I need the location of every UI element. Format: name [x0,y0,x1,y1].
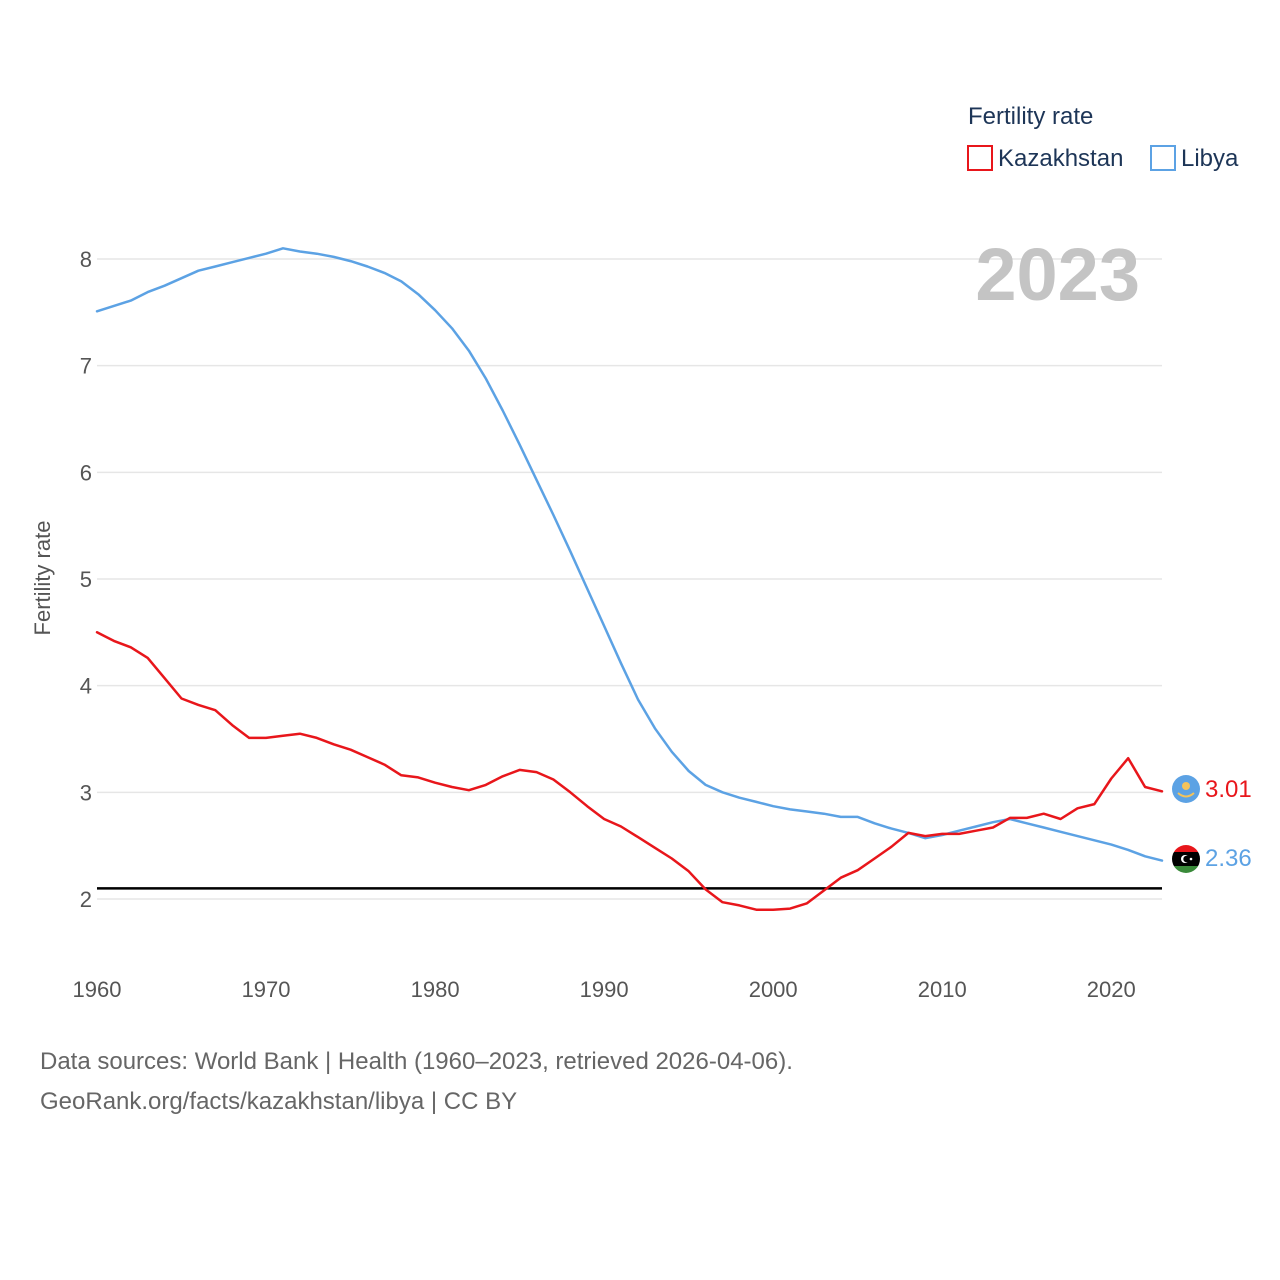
series-layer [95,247,1164,911]
legend: Fertility rate Kazakhstan Libya [967,103,1239,172]
y-tick-label-8: 8 [80,247,92,272]
fertility-rate-chart: 2 3 4 5 6 7 8 1960 1970 1980 1990 2000 2010 2020 Fer… [30,103,1252,1002]
gridlines [97,258,1162,900]
x-tick-label-1990: 1990 [580,977,629,1002]
source-link[interactable]: GeoRank.org/facts/kazakhstan/libya | CC … [40,1088,518,1115]
series-line-libya[interactable] [95,247,1164,862]
x-tick-label-1960: 1960 [73,977,122,1002]
legend-swatch-kazakhstan[interactable] [967,145,993,171]
y-tick-label-7: 7 [80,354,92,379]
legend-swatch-libya[interactable] [1150,145,1176,171]
libya-flag-icon [1172,845,1200,873]
series-line-kazakhstan[interactable] [95,631,1164,911]
legend-title: Fertility rate [968,103,1093,130]
y-axis-title: Fertility rate [30,521,55,636]
x-tick-label-1970: 1970 [242,977,291,1002]
y-tick-label-6: 6 [80,460,92,485]
y-tick-label-3: 3 [80,780,92,805]
x-tick-label-1980: 1980 [411,977,460,1002]
year-label: 2023 [975,233,1140,316]
x-tick-label-2020: 2020 [1087,977,1136,1002]
kazakhstan-flag-icon [1172,775,1200,803]
y-tick-label-2: 2 [80,887,92,912]
legend-label-libya[interactable]: Libya [1181,145,1239,172]
legend-label-kazakhstan[interactable]: Kazakhstan [998,145,1123,172]
data-source-text: Data sources: World Bank | Health (1960–… [40,1048,793,1075]
y-tick-label-4: 4 [80,674,92,699]
y-axis-ticks: 2 3 4 5 6 7 8 [80,247,92,912]
libya-end-label: 2.36 [1205,845,1252,872]
x-tick-label-2010: 2010 [918,977,967,1002]
footer: Data sources: World Bank | Health (1960–… [40,1042,793,1122]
y-tick-label-5: 5 [80,567,92,592]
x-tick-label-2000: 2000 [749,977,798,1002]
x-axis-ticks: 1960 1970 1980 1990 2000 2010 2020 [73,977,1136,1002]
kazakhstan-end-label: 3.01 [1205,776,1252,803]
